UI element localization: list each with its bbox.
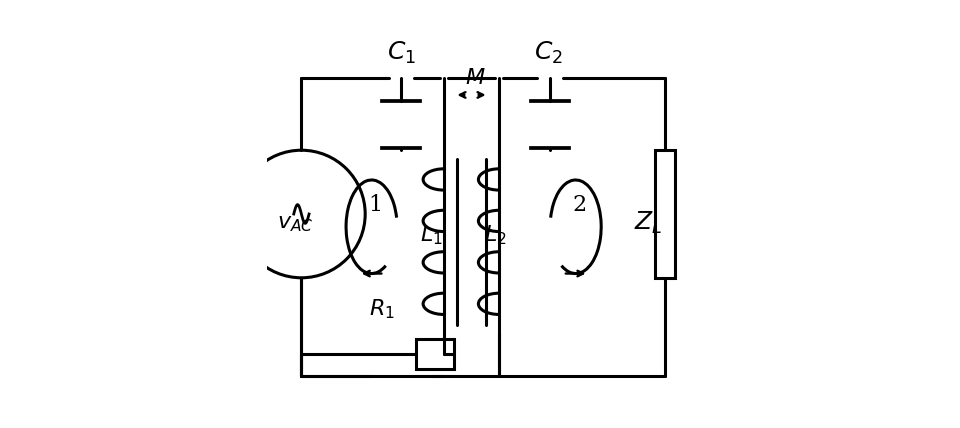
Bar <box>656 150 675 278</box>
Text: $L_2$: $L_2$ <box>484 223 506 247</box>
Text: 1: 1 <box>369 194 383 217</box>
Bar <box>417 339 454 369</box>
Text: $C_1$: $C_1$ <box>387 39 416 65</box>
Text: $Z_L$: $Z_L$ <box>634 209 662 235</box>
Text: $M$: $M$ <box>465 67 485 89</box>
Text: $v_{AC}$: $v_{AC}$ <box>276 211 313 234</box>
Text: 2: 2 <box>573 194 587 217</box>
Text: $R_1$: $R_1$ <box>370 298 396 321</box>
Text: $L_1$: $L_1$ <box>420 223 443 247</box>
Text: $C_2$: $C_2$ <box>534 39 563 65</box>
